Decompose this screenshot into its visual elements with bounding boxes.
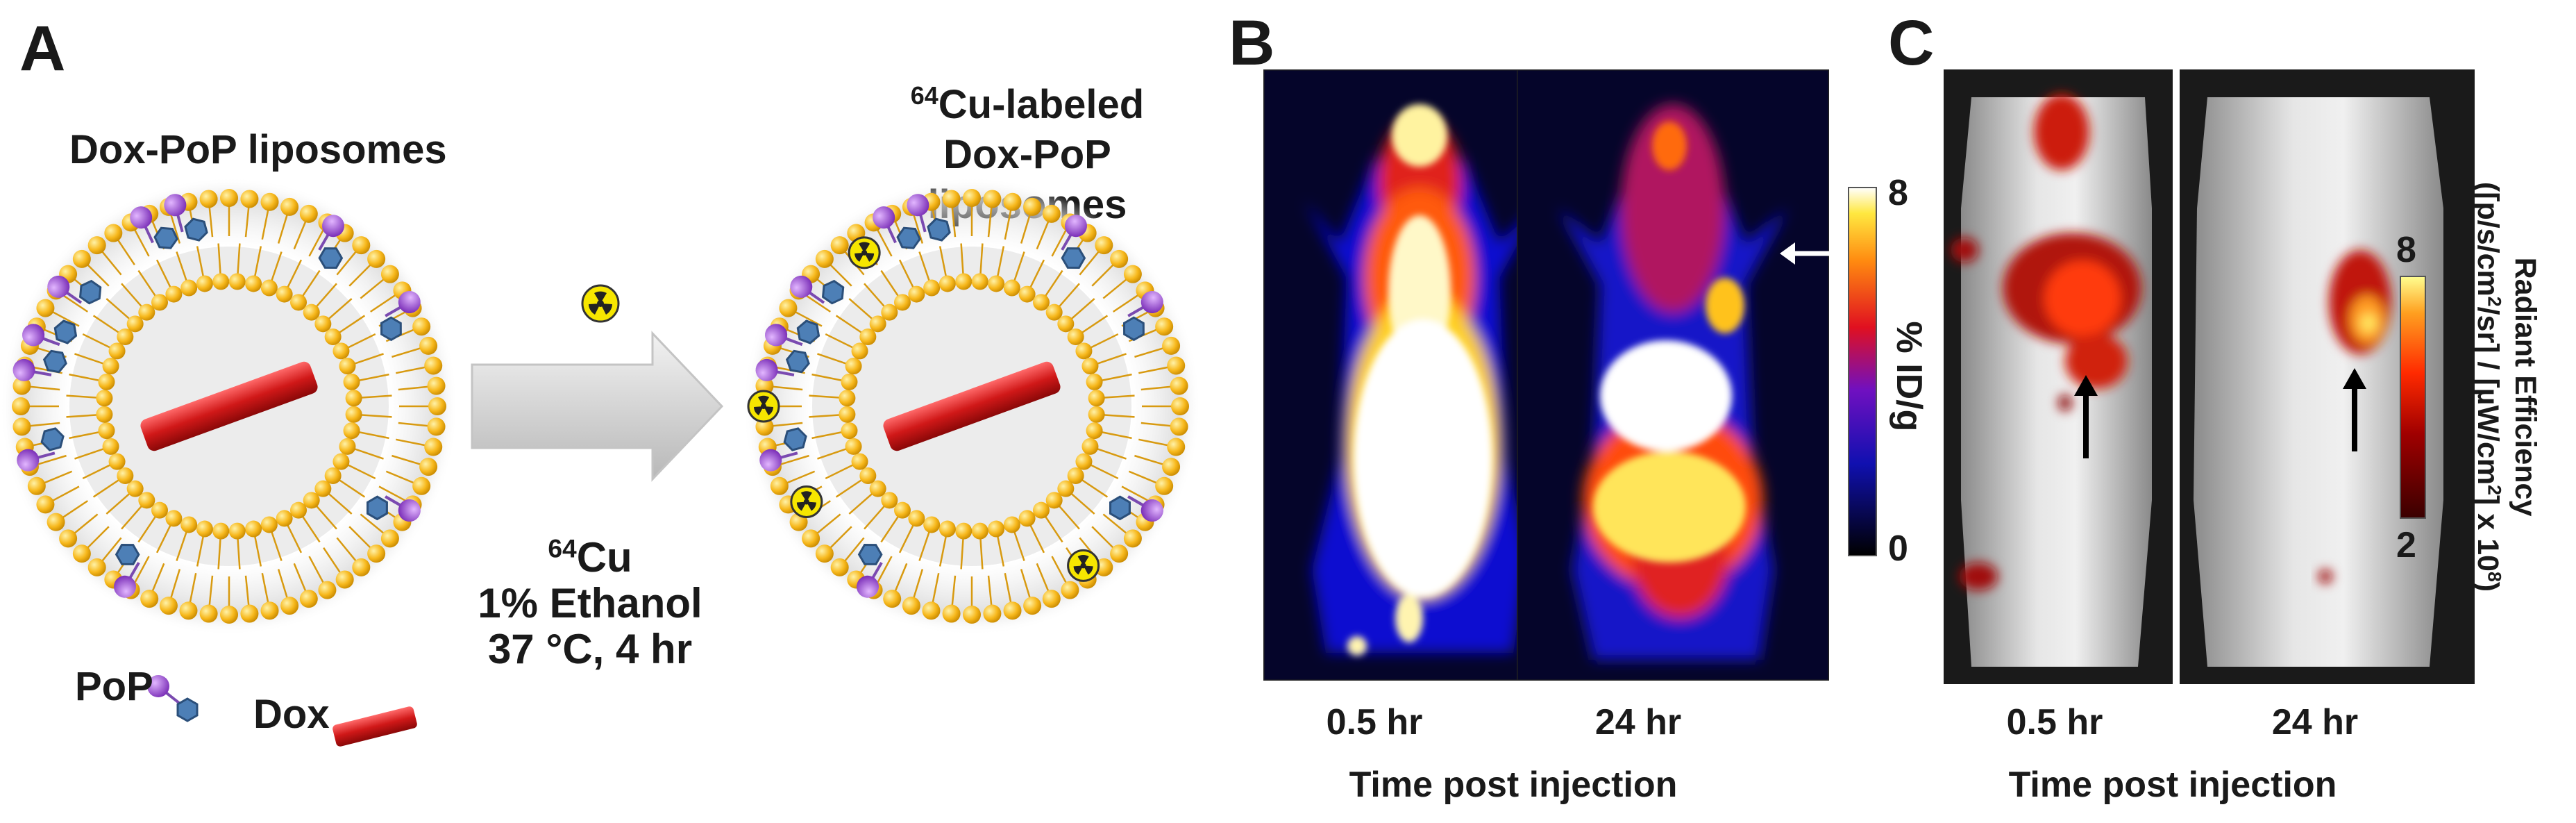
- radioactive-icon: [581, 284, 620, 323]
- liposome-schematic: [0, 177, 1201, 747]
- radioactive-badge-icon: [790, 485, 823, 518]
- pet-colorbar: [1848, 187, 1877, 556]
- pop-molecule: [857, 544, 883, 598]
- cb-unit-sup: 2: [2484, 485, 2505, 495]
- pop-molecule: [1123, 291, 1163, 342]
- tumor-arrow-fluor-24hr: [2343, 368, 2366, 451]
- pop-molecule: [755, 349, 810, 381]
- pet-colorbar-label: % ID/g: [1889, 321, 1929, 432]
- tumor-arrow-fluor-0.5hr: [2074, 375, 2098, 458]
- cu-isotope-superscript: 64: [910, 81, 938, 110]
- dox-rod: [140, 361, 318, 451]
- pet-colorbar-min: 0: [1888, 529, 1908, 569]
- pop-molecule: [873, 206, 921, 249]
- cu-labeled-line1: Cu-labeled: [938, 82, 1145, 127]
- pop-molecule: [47, 275, 102, 305]
- dox-legend-label: Dox: [253, 692, 330, 737]
- cond-line2: 1% Ethanol: [478, 580, 702, 626]
- radioactive-badge-icon: [1067, 549, 1100, 582]
- pop-molecule: [17, 427, 65, 472]
- pet-image-24hr: [1517, 69, 1829, 681]
- fluorescence-colorbar-max: 8: [2396, 230, 2416, 270]
- pop-molecule: [790, 275, 845, 305]
- fluor-time-0.5hr: 0.5 hr: [2006, 702, 2103, 742]
- cb-unit-part: ): [2471, 581, 2505, 592]
- pop-molecule: [22, 319, 78, 347]
- radiant-efficiency-line2: ([p/s/cm2/sr] / [µW/cm2] x 108): [2469, 123, 2507, 651]
- pet-time-24hr: 24 hr: [1594, 702, 1682, 742]
- pop-molecule: [380, 291, 421, 342]
- fluorescence-colorbar: [2400, 276, 2426, 519]
- reaction-conditions: 64Cu 1% Ethanol 37 °C, 4 hr: [437, 535, 743, 672]
- cond-line1: Cu: [576, 534, 632, 581]
- pop-legend-label: PoP: [75, 664, 153, 709]
- dox-rod: [883, 361, 1061, 451]
- fluor-axis-title: Time post injection: [2008, 765, 2337, 805]
- radiant-efficiency-line1: Radiant Efficiency: [2509, 257, 2542, 517]
- pop-molecule: [1061, 215, 1087, 269]
- pet-colorbar-max: 8: [1888, 173, 1908, 213]
- pet-axis-title: Time post injection: [1349, 765, 1678, 805]
- cond-isotope-superscript: 64: [548, 533, 577, 563]
- pop-molecule: [12, 349, 67, 381]
- pop-molecule: [907, 194, 951, 242]
- fluorescence-colorbar-min: 2: [2396, 525, 2416, 565]
- dox-pop-liposomes-title: Dox-PoP liposomes: [69, 127, 447, 172]
- pop-molecule: [765, 319, 820, 347]
- pop-molecule: [318, 215, 344, 269]
- pop-molecule: [367, 495, 421, 522]
- dox-legend-icon: [332, 706, 417, 747]
- pop-molecule: [130, 206, 178, 249]
- pop-molecule: [114, 544, 140, 598]
- radioactive-badge-icon: [848, 236, 881, 269]
- cb-unit-sup: 8: [2484, 571, 2505, 582]
- pet-time-0.5hr: 0.5 hr: [1326, 702, 1423, 742]
- radioactive-badge-icon: [747, 390, 780, 423]
- fluorescence-mouse-0.5hr: [1951, 94, 2152, 667]
- cu-labeled-liposome-right: [743, 177, 1201, 635]
- panel-c-label: C: [1888, 8, 1935, 78]
- tumor-arrow-pet-24hr: [1780, 242, 1830, 265]
- fluor-time-24hr: 24 hr: [2271, 702, 2359, 742]
- pop-legend-icon: [147, 675, 199, 722]
- reaction-arrow: [471, 331, 724, 482]
- cb-unit-part: /sr] / [µW/cm: [2471, 306, 2505, 485]
- panel-b-label: B: [1229, 8, 1275, 78]
- pop-molecule: [164, 194, 208, 242]
- pop-molecule: [759, 427, 807, 472]
- pop-molecule: [1109, 495, 1163, 522]
- panel-a-label: A: [19, 13, 66, 84]
- cb-unit-part: ([p/s/cm: [2471, 181, 2505, 297]
- cb-unit-sup: 2: [2484, 296, 2505, 307]
- fluorescence-mouse-24hr: [2194, 97, 2443, 667]
- dox-pop-liposome-left: [0, 177, 458, 635]
- cond-line3: 37 °C, 4 hr: [487, 626, 693, 672]
- cb-unit-part: ] x 10: [2471, 494, 2505, 572]
- fluorescence-images: [1944, 69, 2475, 684]
- fluorescence-colorbar-label: Radiant Efficiency ([p/s/cm2/sr] / [µW/c…: [2468, 123, 2544, 651]
